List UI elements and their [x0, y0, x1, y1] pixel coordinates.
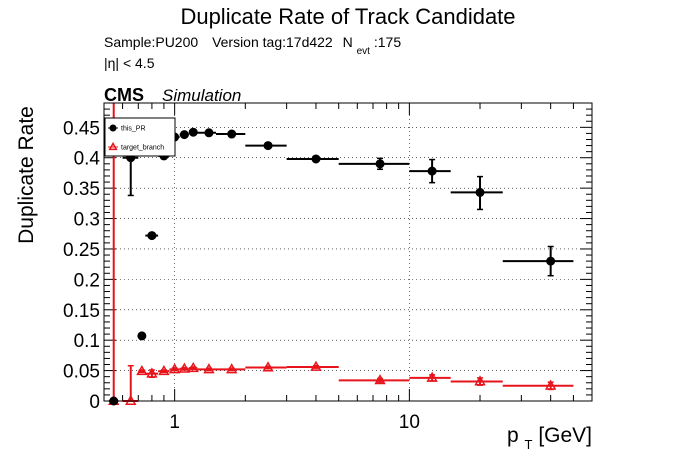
data-point: [215, 129, 246, 139]
y-tick-label: 0.25: [63, 240, 100, 261]
grid: [104, 103, 592, 401]
data-point-marker: [546, 256, 556, 266]
data-point: [286, 154, 339, 164]
y-tick-label: 0.05: [63, 362, 100, 383]
y-tick-label: 0.35: [63, 179, 100, 200]
series-target_branch: [108, 103, 574, 405]
y-axis-label: Duplicate Rate: [15, 106, 38, 244]
data-point: [137, 331, 147, 341]
subtitle-nevt-value: :175: [374, 34, 401, 50]
legend-entry-target_branch: target_branch: [108, 141, 164, 152]
data-point-marker: [262, 361, 274, 372]
data-point-marker: [475, 187, 485, 197]
data-point-marker: [158, 364, 170, 376]
x-tick-label: 10: [399, 412, 420, 433]
data-point: [409, 371, 451, 382]
data-point-marker: [188, 127, 198, 137]
data-point-marker: [310, 360, 322, 371]
x-axis-label-unit: [GeV]: [538, 424, 592, 447]
data-point-marker: [125, 394, 137, 405]
data-point-marker: [137, 331, 147, 341]
x-tick-label: 1: [169, 412, 180, 433]
y-tick-label: 0.15: [63, 301, 100, 322]
x-axis-label-sub: T: [525, 437, 533, 452]
cms-label: CMS: [104, 85, 144, 105]
data-point-marker: [226, 363, 238, 374]
data-point: [245, 141, 287, 151]
subtitle-eta: |η| < 4.5: [104, 55, 155, 71]
data-point: [158, 364, 170, 376]
simulation-label: Simulation: [162, 86, 241, 105]
data-point: [215, 363, 246, 374]
data-point: [502, 245, 574, 277]
data-point-marker: [178, 362, 191, 373]
y-tick-label: 0.4: [74, 149, 101, 170]
y-tick-label: 0.2: [74, 270, 100, 291]
legend-label: this_PR: [121, 126, 146, 133]
data-point: [122, 364, 139, 405]
data-point-marker: [108, 141, 118, 151]
x-axis-label: p T [GeV]: [507, 424, 592, 454]
plot-frame: [103, 102, 593, 402]
data-point-marker: [427, 166, 437, 176]
x-axis-label-main: p: [507, 424, 519, 447]
subtitle-version: Version tag:17d422: [212, 34, 333, 50]
legend-entry-this_PR: this_PR: [108, 124, 146, 133]
data-point-marker: [179, 130, 189, 140]
data-point: [145, 231, 159, 241]
data-point-marker: [375, 159, 385, 169]
data-point-marker: [474, 375, 486, 386]
data-point-marker: [136, 364, 148, 376]
data-point: [188, 127, 198, 137]
data-point: [136, 364, 148, 376]
data-point: [338, 374, 410, 385]
y-tick-label: 0.45: [63, 118, 100, 139]
data-point: [168, 363, 181, 374]
data-point: [450, 175, 503, 211]
data-point: [197, 128, 216, 138]
data-point-marker: [311, 154, 321, 164]
data-point-marker: [187, 361, 199, 373]
legend-label: target_branch: [121, 145, 164, 152]
data-point-marker: [147, 231, 157, 241]
series-this_PR: [108, 119, 574, 406]
data-point: [145, 367, 159, 379]
data-point-marker: [544, 379, 557, 390]
subtitle-sample: Sample:PU200: [104, 34, 198, 50]
subtitle-line1: Sample:PU200 Version tag:17d422 N evt :1…: [104, 34, 401, 57]
data-point-marker: [374, 374, 386, 385]
legend: this_PR target_branch: [104, 117, 176, 157]
subtitle-nevt-prefix: N: [343, 34, 353, 50]
data-point-marker: [203, 363, 215, 374]
data-point: [178, 362, 191, 373]
data-point-marker: [109, 124, 117, 132]
y-tick-label: 0: [89, 392, 100, 413]
data-point: [338, 157, 410, 171]
data-point-marker: [146, 367, 158, 378]
data-point: [286, 360, 339, 371]
data-point: [179, 130, 189, 140]
data-point-marker: [168, 363, 181, 374]
data-point: [502, 379, 574, 391]
chart-title: Duplicate Rate of Track Candidate: [180, 4, 515, 29]
data-point: [245, 361, 287, 372]
y-tick-label: 0.1: [74, 331, 100, 352]
data-point-marker: [263, 141, 273, 151]
axis-ticks: 0 0.05 0.1 0.15 0.2 0.25 0.3 0.35 0.4 0.45 1 10: [63, 102, 593, 433]
data-marks: [108, 103, 574, 406]
data-point: [197, 363, 216, 374]
data-point: [409, 158, 451, 184]
data-point-marker: [227, 129, 237, 139]
data-point-marker: [204, 128, 214, 138]
data-point-marker: [426, 371, 438, 382]
data-point: [187, 361, 199, 373]
y-tick-label: 0.3: [74, 210, 100, 231]
data-point: [450, 375, 503, 386]
subtitle-nevt-sub: evt: [357, 46, 371, 57]
